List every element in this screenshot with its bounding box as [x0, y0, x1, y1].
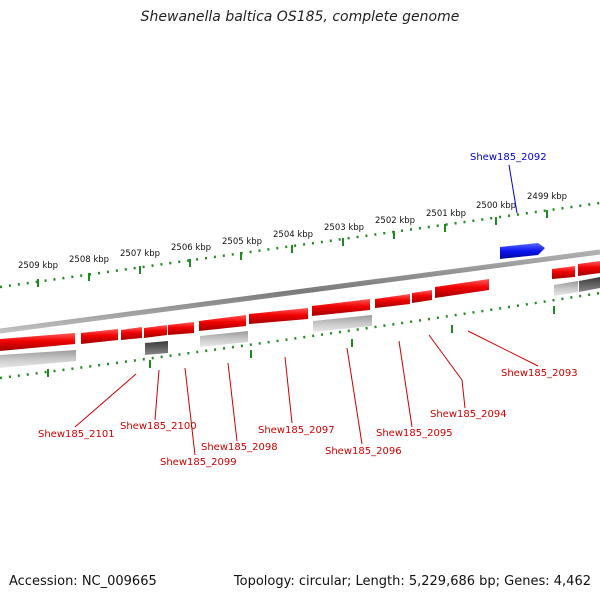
gene-shew185-2097[interactable] [249, 308, 308, 324]
gene-labels: Shew185_2092 Shew185_2101 Shew185_2100 S… [38, 152, 578, 468]
gene-shew185-2100-b[interactable] [121, 327, 142, 340]
genome-summary-text: Topology: circular; Length: 5,229,686 bp… [233, 574, 591, 589]
gene-label[interactable]: Shew185_2100 [120, 421, 197, 432]
outer-major-ticks [37, 210, 548, 287]
grey-feature [313, 315, 372, 332]
scale-label: 2506 kbp [171, 243, 211, 253]
scale-label: 2508 kbp [69, 255, 109, 265]
grey-feature [200, 331, 248, 347]
accession-text: Accession: NC_009665 [9, 574, 157, 589]
forward-genes [552, 261, 600, 279]
gene-shew185-2098-a[interactable] [168, 322, 194, 335]
gene-shew185-2098[interactable] [199, 315, 246, 331]
genome-backbone [0, 249, 600, 334]
scale-label: 2509 kbp [18, 261, 58, 271]
gene-label[interactable]: Shew185_2095 [376, 428, 453, 439]
reverse-genes [0, 279, 489, 351]
gene-label[interactable]: Shew185_2098 [201, 442, 278, 453]
scale-label: 2501 kbp [426, 209, 466, 219]
scale-label: 2503 kbp [324, 223, 364, 233]
gene-shew185-2096[interactable] [312, 299, 370, 316]
scale-label: 2500 kbp [476, 201, 516, 211]
gene-label-top[interactable]: Shew185_2092 [470, 152, 547, 163]
gene-shew185-2099[interactable] [144, 325, 167, 338]
scale-label: 2504 kbp [273, 230, 313, 240]
dark-feature [145, 341, 168, 355]
gene-shew185-2094[interactable] [435, 279, 489, 298]
gene-label[interactable]: Shew185_2097 [258, 425, 335, 436]
gene-shew185-2095[interactable] [412, 290, 432, 303]
gene-label[interactable]: Shew185_2101 [38, 429, 115, 440]
gene-shew185-2092[interactable] [500, 243, 545, 259]
scale-label: 2502 kbp [375, 216, 415, 226]
scale-label: 2505 kbp [222, 237, 262, 247]
inner-major-ticks [47, 306, 555, 377]
page-title: Shewanella baltica OS185, complete genom… [140, 9, 460, 25]
scale-labels: 2509 kbp 2508 kbp 2507 kbp 2506 kbp 2505… [18, 192, 567, 271]
scale-label: 2507 kbp [120, 249, 160, 259]
gene-shew185-2100-a[interactable] [81, 329, 118, 344]
grey-feature [0, 350, 76, 368]
gene-forward[interactable] [552, 266, 575, 279]
gene-label[interactable]: Shew185_2094 [430, 409, 507, 420]
grey-features [0, 277, 600, 368]
dark-feature [579, 277, 600, 292]
gene-label[interactable]: Shew185_2093 [501, 368, 578, 379]
scale-label: 2499 kbp [527, 192, 567, 202]
gene-forward[interactable] [578, 261, 600, 276]
gene-label[interactable]: Shew185_2099 [160, 457, 237, 468]
grey-feature [554, 281, 578, 296]
gene-shew185-2101[interactable] [0, 333, 75, 351]
gene-shew185-2095-a[interactable] [375, 294, 410, 308]
label-leader-lines [74, 164, 539, 456]
gene-label[interactable]: Shew185_2096 [325, 446, 402, 457]
